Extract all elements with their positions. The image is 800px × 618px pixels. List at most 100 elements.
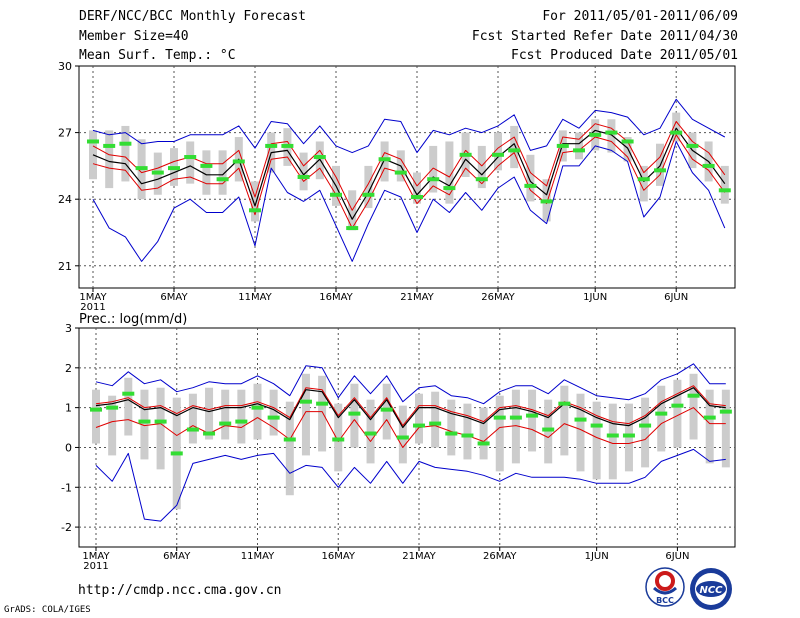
- prec-spread-box: [528, 389, 537, 452]
- prec-x-tick-label: 6JUN: [665, 551, 689, 562]
- prec-observed-marker: [203, 431, 216, 436]
- temp-ensemble-mean-line: [92, 127, 726, 220]
- prec-observed-marker: [364, 431, 377, 436]
- prec-spread-box: [285, 401, 294, 496]
- prec-observed-marker: [154, 419, 167, 424]
- prec-observed-marker: [574, 417, 587, 422]
- prec-observed-marker: [542, 427, 555, 432]
- temp-x-year-label: 2011: [80, 302, 105, 313]
- temp-spread-box: [429, 145, 438, 193]
- prec-x-tick-label: 1JUN: [585, 551, 609, 562]
- temp-observed-marker: [718, 188, 731, 193]
- temp-observed-marker: [443, 186, 456, 191]
- precipitation-panel: -2 -1 0 1 2 3 1MAY 6MAY 11MAY 16MAY 21MAY 26MAY 1JUN…: [61, 322, 736, 572]
- temp-spread-box: [105, 130, 114, 189]
- temp-observed-marker: [589, 132, 602, 137]
- prec-spread-box: [447, 399, 456, 456]
- source-url[interactable]: http://cmdp.ncc.cma.gov.cn: [78, 583, 282, 598]
- prec-y-tick-label: 1: [65, 402, 72, 415]
- prec-spread-box: [431, 391, 440, 448]
- prec-x-tick-label: 1MAY: [82, 551, 110, 562]
- temp-upper-spread-line: [92, 121, 726, 211]
- temp-x-tick-label: 6JUN: [664, 292, 688, 303]
- prec-observed-marker: [316, 401, 329, 406]
- temp-observed-marker: [265, 143, 278, 148]
- temp-observed-marker: [654, 168, 666, 173]
- temp-observed-marker: [508, 148, 521, 153]
- prec-observed-marker: [703, 415, 716, 420]
- temp-lower-envelope-line: [92, 141, 726, 262]
- temp-observed-marker: [216, 177, 229, 182]
- temp-observed-marker: [686, 143, 699, 148]
- temp-observed-marker: [378, 157, 391, 162]
- prec-observed-marker: [299, 399, 312, 404]
- temp-observed-marker: [362, 192, 375, 197]
- temp-observed-marker: [540, 199, 553, 204]
- prec-lower-envelope-line: [95, 448, 726, 522]
- temp-upper-envelope-line: [92, 98, 726, 154]
- prec-x-tick-label: 16MAY: [321, 551, 355, 562]
- temp-observed-marker: [281, 143, 294, 148]
- prec-spread-box: [92, 389, 100, 444]
- prec-spread-box: [415, 393, 423, 444]
- temp-spread-box: [672, 112, 681, 142]
- prec-spread-box: [495, 395, 504, 472]
- temp-observed-marker: [492, 152, 504, 157]
- prec-observed-marker: [477, 441, 490, 446]
- prec-observed-marker: [380, 407, 393, 412]
- temp-observed-marker: [184, 155, 197, 160]
- temperature-panel: 21 24 27 30 1MAY 6MAY 11MAY 16MAY 21MAY 26MAY 1JUN…: [58, 60, 736, 313]
- temp-x-tick-label: 21MAY: [400, 292, 434, 303]
- temp-observed-marker: [394, 170, 407, 175]
- temp-observed-marker: [427, 177, 440, 182]
- temp-observed-marker: [605, 130, 618, 135]
- temp-spread-box: [639, 165, 648, 202]
- prec-y-tick-label: 2: [65, 362, 72, 375]
- temp-observed-marker: [524, 183, 537, 188]
- forecast-period: For 2011/05/01-2011/06/09: [542, 9, 738, 24]
- prec-spread-box: [398, 405, 407, 464]
- prec-observed-marker: [219, 421, 232, 426]
- prec-upper-spread-line: [95, 385, 726, 427]
- prec-spread-box: [463, 403, 472, 460]
- temp-spread-box: [494, 132, 502, 171]
- temp-spread-box: [364, 165, 373, 209]
- ncc-logo: NCC: [690, 568, 732, 610]
- prec-y-tick-label: -1: [61, 481, 72, 494]
- prec-observed-marker: [332, 437, 345, 442]
- temp-observed-marker: [151, 170, 164, 175]
- temp-spread-box: [413, 172, 421, 204]
- prec-observed-marker: [348, 411, 361, 416]
- prec-observed-marker: [622, 433, 635, 438]
- prec-observed-marker: [186, 427, 199, 432]
- member-size-label: Member Size=40: [79, 29, 189, 44]
- prec-observed-marker: [429, 421, 442, 426]
- temp-spread-box: [477, 145, 486, 189]
- prec-spread-box: [479, 407, 488, 460]
- prec-observed-marker: [235, 419, 248, 424]
- temp-spread-box: [526, 154, 535, 202]
- temp-observed-marker: [411, 194, 423, 199]
- prec-observed-marker: [461, 433, 474, 438]
- prec-observed-marker: [122, 391, 135, 396]
- prec-spread-box: [205, 387, 214, 440]
- temp-observed-marker: [330, 192, 342, 197]
- prec-observed-marker: [655, 411, 668, 416]
- forecast-start-date: Fcst Started Refer Date 2011/04/30: [471, 29, 738, 44]
- prec-observed-marker: [639, 423, 652, 428]
- temp-spread-box: [299, 152, 308, 191]
- prec-observed-marker: [90, 407, 102, 412]
- prec-x-tick-label: 21MAY: [402, 551, 436, 562]
- temp-plot-frame: [78, 65, 736, 289]
- temp-x-tick-label: 11MAY: [238, 292, 272, 303]
- temp-spread-box: [720, 165, 729, 204]
- temp-x-tick-label: 1MAY: [79, 292, 107, 303]
- prec-spread-box: [705, 389, 714, 464]
- prec-spread-box: [108, 395, 117, 456]
- temp-observed-marker: [87, 139, 99, 144]
- temp-observed-marker: [135, 166, 148, 171]
- prec-spread-box: [221, 389, 230, 440]
- prec-observed-marker: [590, 423, 603, 428]
- temp-spread-box: [510, 125, 519, 169]
